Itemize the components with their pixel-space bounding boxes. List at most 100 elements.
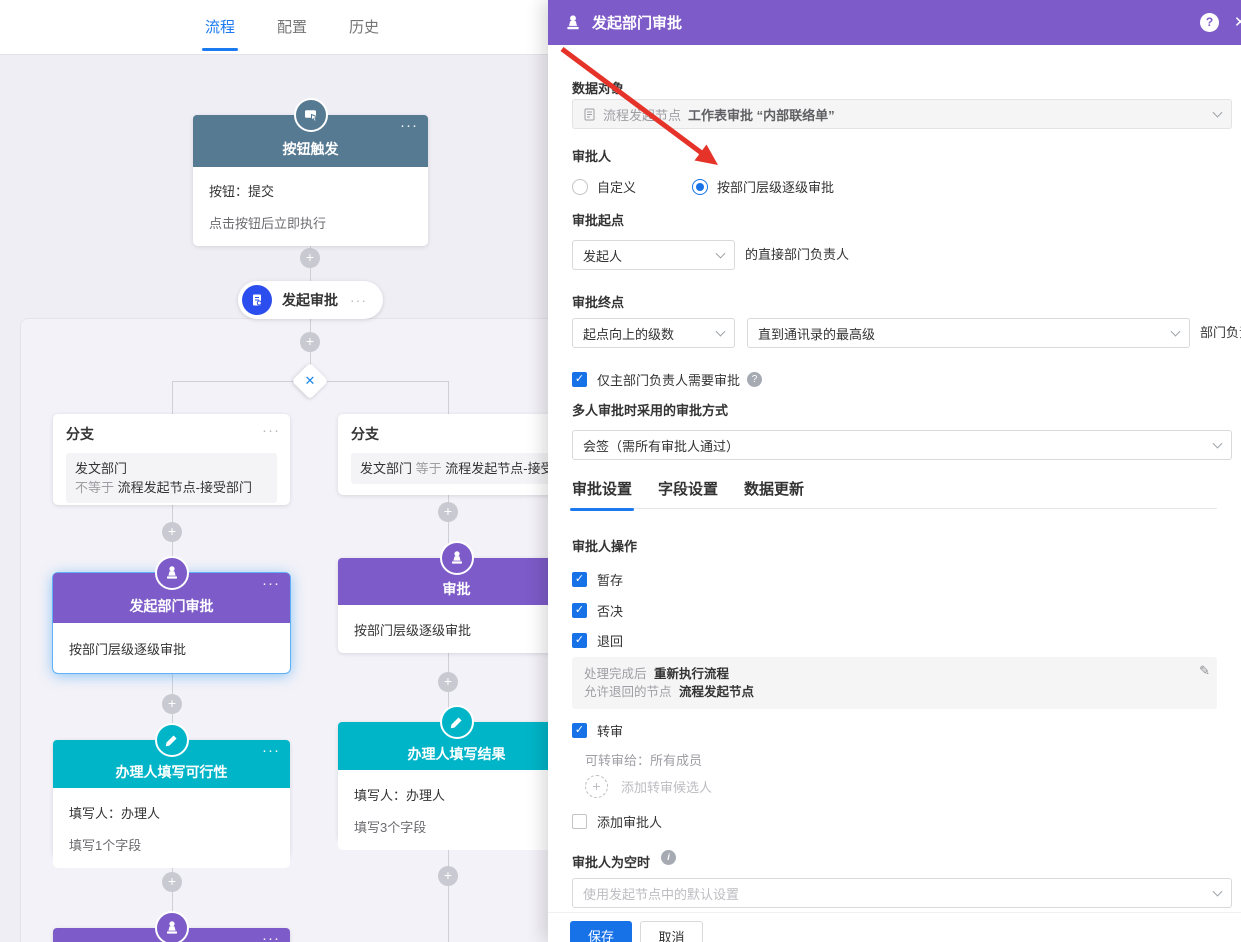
node-start-approval[interactable]: 发起审批 ··· <box>238 281 383 319</box>
trigger-button-line: 按钮：提交 <box>209 184 275 199</box>
view-tabs: 流程 配置 历史 <box>201 0 380 55</box>
end-point-mode-select[interactable]: 起点向上的级数 <box>572 318 735 348</box>
node-title: 按钮触发 <box>282 141 339 157</box>
stamp-icon <box>564 14 582 32</box>
start-point-label: 审批起点 <box>572 213 625 228</box>
chevron-down-icon <box>1212 107 1223 118</box>
node-more-menu-icon[interactable]: ··· <box>262 422 280 439</box>
node-more-menu-icon[interactable]: ··· <box>350 292 367 308</box>
branch-condition[interactable]: 发文部门 不等于 流程发起节点-接受部门 <box>66 453 277 503</box>
operations-label: 审批人操作 <box>572 539 638 554</box>
tab-config[interactable]: 配置 <box>277 19 308 36</box>
tab-history[interactable]: 历史 <box>349 19 380 36</box>
chevron-down-icon <box>1170 326 1181 337</box>
approver-option-by-dept[interactable]: 按部门层级逐级审批 <box>692 177 834 196</box>
tab-data-update[interactable]: 数据更新 <box>744 481 805 498</box>
node-bottom-approval[interactable]: ··· <box>53 911 290 942</box>
node-title: 审批 <box>442 581 471 597</box>
stamp-icon <box>439 541 474 575</box>
add-approver-checkbox[interactable]: 添加审批人 <box>572 812 662 831</box>
node-more-menu-icon[interactable]: ··· <box>262 742 280 759</box>
panel-title: 发起部门审批 <box>592 15 683 32</box>
forward-hint: 可转审给：所有成员 <box>585 753 703 768</box>
node-more-menu-icon[interactable]: ··· <box>262 930 280 942</box>
forward-checkbox[interactable]: ✓ 转审 <box>572 721 623 740</box>
save-button[interactable]: 保存 <box>570 921 632 942</box>
radio-unselected-icon[interactable] <box>572 178 588 195</box>
checkbox-unchecked-icon[interactable] <box>572 814 587 829</box>
checkbox-checked-icon[interactable]: ✓ <box>572 723 587 738</box>
add-node-button[interactable]: + <box>438 672 458 692</box>
checkbox-checked-icon[interactable]: ✓ <box>572 572 587 587</box>
end-point-level-select[interactable]: 直到通讯录的最高级 <box>747 318 1190 348</box>
node-dept-approval[interactable]: ··· 发起部门审批 按部门层级逐级审批 <box>53 556 290 673</box>
node-approval[interactable]: ··· 审批 按部门层级逐级审批 <box>338 541 575 653</box>
add-node-button[interactable]: + <box>162 872 182 892</box>
tabs-divider <box>572 508 1217 509</box>
chevron-down-icon <box>1212 438 1223 449</box>
stamp-icon <box>154 911 189 942</box>
tab-flow[interactable]: 流程 <box>201 0 239 55</box>
node-more-menu-icon[interactable]: ··· <box>400 117 418 134</box>
checkbox-checked-icon[interactable]: ✓ <box>572 372 587 387</box>
checkbox-checked-icon[interactable]: ✓ <box>572 633 587 648</box>
add-node-button[interactable]: + <box>300 332 320 352</box>
op-hold-checkbox[interactable]: ✓ 暂存 <box>572 570 623 589</box>
empty-approver-select[interactable]: 使用发起节点中的默认设置 <box>572 878 1232 908</box>
radio-selected-icon[interactable] <box>692 178 708 195</box>
fill-by-line: 填写人：办理人 <box>354 788 446 803</box>
worksheet-icon <box>583 108 596 121</box>
data-object-label: 数据对象 <box>572 81 625 96</box>
op-veto-checkbox[interactable]: ✓ 否决 <box>572 601 623 620</box>
chevron-down-icon <box>1212 886 1223 897</box>
stamp-icon <box>154 556 189 590</box>
op-return-checkbox[interactable]: ✓ 退回 <box>572 631 623 650</box>
fill-count-line: 填写1个字段 <box>69 838 142 853</box>
end-point-suffix: 部门负责人 <box>1200 325 1241 340</box>
multi-mode-select[interactable]: 会签（需所有审批人通过） <box>572 430 1232 460</box>
branch-title: 分支 <box>66 426 94 442</box>
info-icon[interactable]: i <box>661 850 676 865</box>
tab-field-settings[interactable]: 字段设置 <box>658 481 719 498</box>
add-node-button[interactable]: + <box>438 866 458 886</box>
node-fill-feasibility[interactable]: ··· 办理人填写可行性 填写人：办理人 填写1个字段 <box>53 723 290 868</box>
add-forward-candidate-button[interactable]: + 添加转审候选人 <box>585 775 712 798</box>
node-more-menu-icon[interactable]: ··· <box>262 575 280 592</box>
help-icon[interactable]: ? <box>747 372 763 387</box>
approver-option-custom[interactable]: 自定义 <box>572 177 636 196</box>
tab-approval-settings[interactable]: 审批设置 <box>569 478 635 511</box>
return-settings-box[interactable]: 处理完成后 重新执行流程 允许退回的节点 流程发起节点 ✎ <box>572 657 1217 709</box>
empty-approver-label: 审批人为空时 <box>572 855 651 870</box>
fill-by-line: 填写人：办理人 <box>69 806 161 821</box>
node-branch-left[interactable]: 分支 ··· 发文部门 不等于 流程发起节点-接受部门 <box>53 414 290 505</box>
fill-count-line: 填写3个字段 <box>354 820 427 835</box>
connector-line <box>171 857 173 928</box>
node-branch-right[interactable]: 分支 ··· 发文部门 等于 流程发起节点-接受部门 <box>338 414 575 495</box>
trigger-exec-line: 点击按钮后立即执行 <box>209 216 327 231</box>
add-node-button[interactable]: + <box>438 502 458 522</box>
cancel-button[interactable]: 取消 <box>640 921 703 942</box>
data-object-select[interactable]: 流程发起节点 工作表审批 “内部联络单” <box>572 99 1232 129</box>
panel-footer: 保存 取消 <box>548 912 1241 942</box>
checkbox-checked-icon[interactable]: ✓ <box>572 603 587 618</box>
approval-doc-icon <box>242 285 272 315</box>
node-desc: 按部门层级逐级审批 <box>354 623 472 638</box>
help-icon[interactable]: ? <box>1200 13 1219 32</box>
plus-icon: + <box>585 775 608 798</box>
connector-line <box>447 840 449 942</box>
close-icon[interactable]: ✕ <box>1234 14 1241 31</box>
pencil-icon <box>439 705 474 739</box>
branch-condition[interactable]: 发文部门 等于 流程发起节点-接受部门 <box>351 453 562 484</box>
add-node-button[interactable]: + <box>162 694 182 714</box>
chevron-down-icon <box>715 248 726 259</box>
panel-header: 发起部门审批 ? ✕ <box>548 0 1241 45</box>
edit-icon[interactable]: ✎ <box>1199 663 1210 678</box>
node-fill-result[interactable]: ··· 办理人填写结果 填写人：办理人 填写3个字段 <box>338 705 575 850</box>
branch-title: 分支 <box>351 426 379 442</box>
main-dept-only-checkbox[interactable]: ✓ 仅主部门负责人需要审批 ? <box>572 370 763 389</box>
add-node-button[interactable]: + <box>162 522 182 542</box>
add-node-button[interactable]: + <box>300 248 320 268</box>
node-button-trigger[interactable]: ··· 按钮触发 按钮：提交 点击按钮后立即执行 <box>193 98 428 246</box>
multi-mode-label: 多人审批时采用的审批方式 <box>572 403 729 418</box>
start-point-select[interactable]: 发起人 <box>572 240 735 270</box>
